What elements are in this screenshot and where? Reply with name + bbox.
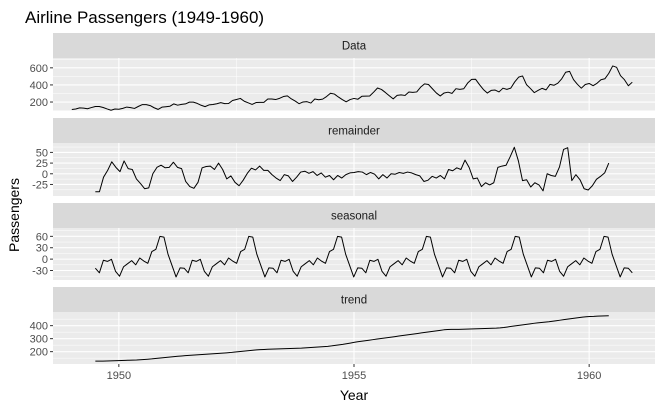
strip-label: remainder — [328, 126, 380, 138]
strip-label: trend — [341, 295, 367, 307]
y-tick-label: 600 — [30, 63, 48, 75]
strip-background — [53, 33, 655, 58]
strip-label: seasonal — [331, 211, 377, 223]
y-tick-label: 25 — [36, 158, 48, 170]
strip-background — [53, 287, 655, 312]
facet-panels: Data200400600remainder-2502550seasonal-3… — [30, 33, 655, 364]
y-axis-title: Passengers — [6, 178, 22, 252]
strip-label: Data — [342, 41, 367, 53]
series-line-remainder — [95, 146, 610, 193]
series-line-Data — [71, 65, 633, 111]
chart-title: Airline Passengers (1949-1960) — [25, 8, 264, 27]
strip-background — [53, 203, 655, 228]
y-tick-label: 50 — [36, 147, 48, 159]
y-tick-label: 0 — [42, 169, 48, 181]
y-tick-label: 60 — [36, 231, 48, 243]
y-tick-label: 300 — [30, 334, 48, 346]
y-tick-label: -30 — [32, 266, 48, 278]
y-tick-label: -25 — [32, 179, 48, 191]
x-tick-label: 1955 — [342, 370, 366, 382]
x-tick-label: 1960 — [577, 370, 601, 382]
y-tick-label: 0 — [42, 254, 48, 266]
x-axis: 1950 1955 1960 — [107, 364, 601, 382]
y-tick-label: 200 — [30, 97, 48, 109]
facet-panel-Data: Data 200 400 600 — [30, 33, 655, 111]
x-axis-title: Year — [340, 387, 369, 403]
x-tick-label: 1950 — [107, 370, 131, 382]
y-tick-label: 30 — [36, 243, 48, 255]
y-tick-label: 400 — [30, 80, 48, 92]
y-tick-label: 200 — [30, 347, 48, 359]
y-tick-label: 400 — [30, 321, 48, 333]
series-line-seasonal — [94, 235, 633, 278]
series-line-trend — [95, 315, 609, 362]
strip-background — [53, 118, 655, 143]
